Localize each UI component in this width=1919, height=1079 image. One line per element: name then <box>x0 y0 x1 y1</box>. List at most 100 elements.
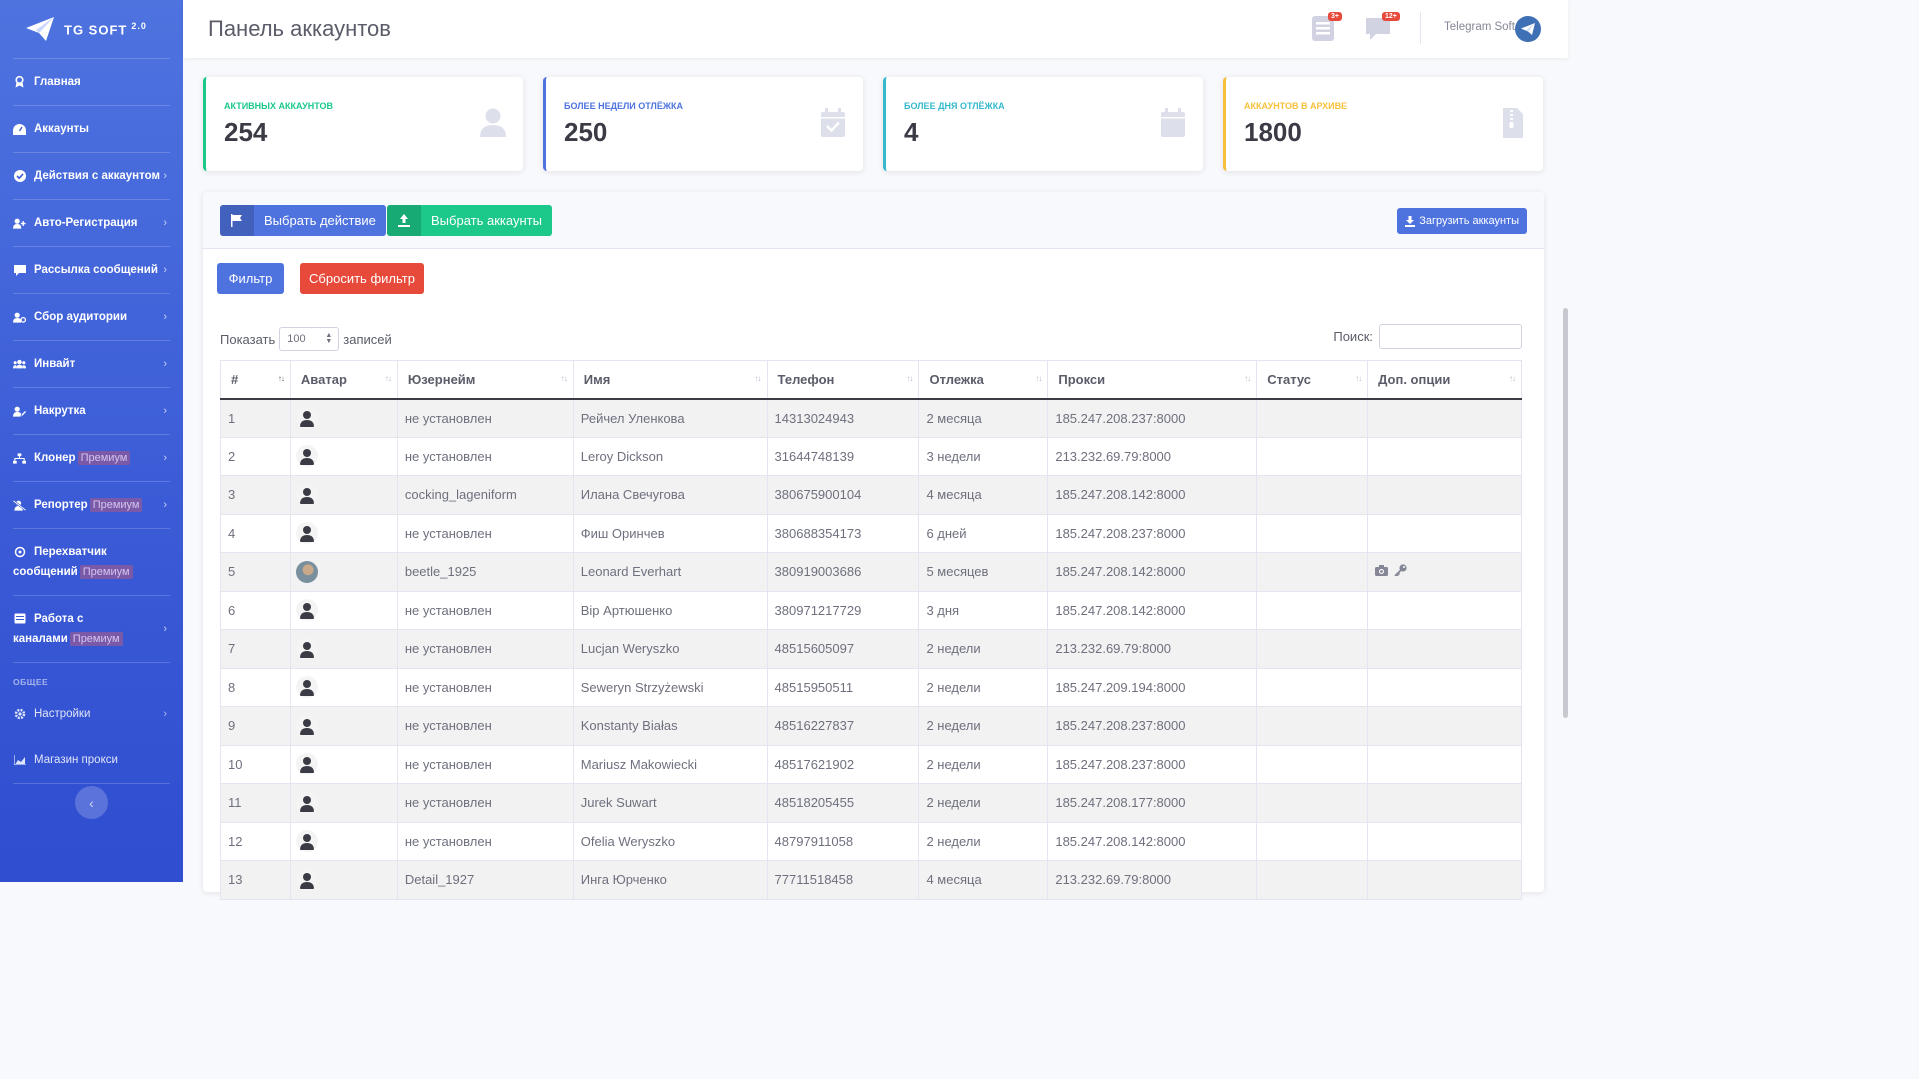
sidebar-item-boost[interactable]: Накрутка › <box>0 388 183 434</box>
sidebar-item-settings[interactable]: Настройки › <box>0 691 183 737</box>
upload-accounts-button[interactable]: Загрузить аккаунты <box>1397 208 1527 234</box>
cell-name: Ofelia Weryszko <box>572 821 768 861</box>
column-header-label: Доп. опции <box>1378 371 1451 387</box>
sidebar-item-interceptor[interactable]: Перехватчик сообщений Премиум <box>0 529 183 595</box>
table-header-row: # ↑↓ Аватар ↑↓ Юзернейм ↑↓ Имя ↑↓ Телефон ↑↓ Отлеж… <box>220 360 1522 400</box>
cell-proxy: 185.247.208.142:8000 <box>1047 821 1258 861</box>
chart-area-icon <box>13 754 26 767</box>
camera-icon[interactable] <box>1375 564 1389 579</box>
cell-name: Leonard Everhart <box>572 552 768 592</box>
sidebar-divider <box>13 528 170 529</box>
brand[interactable]: TG SOFT 2.0 <box>0 0 183 58</box>
sidebar-toggle-button[interactable]: ‹ <box>75 786 108 819</box>
cell-index: 12 <box>220 821 291 861</box>
default-avatar-icon <box>295 868 318 891</box>
table-row[interactable]: 3 cocking_lageniform Илана Свечугова 380675… <box>220 475 1522 515</box>
list-icon <box>1312 16 1334 41</box>
table-row[interactable]: 6 не установлен Віp Артюшенко 380971217729 3… <box>220 590 1522 630</box>
column-header-proxy[interactable]: Прокси ↑↓ <box>1047 360 1258 400</box>
sidebar-divider <box>13 662 170 663</box>
cell-aging: 3 недели <box>918 436 1049 476</box>
cell-avatar <box>289 860 398 900</box>
cell-name: Фиш Оринчев <box>572 513 768 553</box>
column-header-options[interactable]: Доп. опции ↑↓ <box>1367 360 1522 400</box>
search-input[interactable] <box>1379 324 1522 349</box>
sidebar-item-account-actions[interactable]: Действия с аккаунтом › <box>0 153 183 199</box>
choose-action-button[interactable]: Выбрать действие <box>220 205 386 236</box>
table-row[interactable]: 7 не установлен Lucjan Weryszko 48515605097… <box>220 629 1522 669</box>
table-row[interactable]: 4 не установлен Фиш Оринчев 380688354173 6 д… <box>220 513 1522 553</box>
table-row[interactable]: 1 не установлен Рейчел Уленкова 14313024943… <box>220 398 1522 438</box>
cell-status <box>1256 513 1369 553</box>
choose-accounts-button[interactable]: Выбрать аккаунты <box>387 205 552 236</box>
cell-username: не установлен <box>396 590 574 630</box>
sidebar-item-home[interactable]: Главная <box>0 59 183 105</box>
table-row[interactable]: 10 не установлен Mariusz Makowiecki 4851762… <box>220 744 1522 784</box>
column-header-status[interactable]: Статус ↑↓ <box>1256 360 1369 400</box>
column-header-index[interactable]: # ↑↓ <box>220 360 291 400</box>
alerts-button[interactable]: 3+ <box>1311 12 1342 41</box>
sidebar-item-audience[interactable]: Сбор аудитории › <box>0 294 183 340</box>
avatar[interactable] <box>1515 16 1541 42</box>
sidebar-item-invite[interactable]: Инвайт › <box>0 341 183 387</box>
user-name[interactable]: Telegram Soft <box>1444 21 1515 33</box>
table-row[interactable]: 12 не установлен Ofelia Weryszko 4879791105… <box>220 821 1522 861</box>
premium-badge: Премиум <box>79 565 133 579</box>
page-size-select[interactable]: 100 ▲ ▼ <box>279 327 340 351</box>
sort-icon: ↑↓ <box>1035 374 1042 383</box>
key-icon[interactable] <box>1394 564 1407 579</box>
table-row[interactable]: 13 Detail_1927 Инга Юрченко 77711518458 4 ме… <box>220 860 1522 900</box>
table-row[interactable]: 2 не установлен Leroy Dickson 31644748139 3 … <box>220 436 1522 476</box>
cell-status <box>1256 590 1369 630</box>
sidebar-item-label: каналами <box>13 633 68 645</box>
page-size-control: Показать 100 ▲ ▼ записей <box>220 327 392 351</box>
user-slash-icon <box>13 499 26 512</box>
cell-aging: 4 месяца <box>918 475 1049 515</box>
column-header-username[interactable]: Юзернейм ↑↓ <box>396 360 574 400</box>
sidebar-divider <box>13 105 170 106</box>
chevron-right-icon: › <box>163 170 167 182</box>
table-row[interactable]: 9 не установлен Konstanty Białas 4851622783… <box>220 706 1522 746</box>
sidebar-item-cloner[interactable]: Клонер Премиум › <box>0 435 183 481</box>
reset-filter-button[interactable]: Сбросить фильтр <box>300 263 424 294</box>
alerts-badge: 3+ <box>1328 12 1342 21</box>
sort-icon: ↑↓ <box>1509 374 1516 383</box>
sidebar-item-channels[interactable]: Работа с каналами Премиум › <box>0 596 183 662</box>
table-row[interactable]: 8 не установлен Seweryn Strzyżewski 4851595… <box>220 667 1522 707</box>
list-alt-icon <box>13 612 26 625</box>
cell-aging: 2 недели <box>918 783 1049 823</box>
cell-options <box>1367 475 1522 515</box>
cell-options <box>1367 783 1522 823</box>
sidebar-item-accounts[interactable]: Аккаунты <box>0 106 183 152</box>
cell-username: не установлен <box>396 398 574 438</box>
sidebar-divider <box>13 246 170 247</box>
page-size-value: 100 <box>287 333 306 345</box>
panel-header: Выбрать действие Выбрать аккаунты Загруз… <box>203 192 1544 249</box>
sidebar-item-mailing[interactable]: Рассылка сообщений › <box>0 247 183 293</box>
cell-phone: 48515950511 <box>766 667 920 707</box>
cell-phone: 48517621902 <box>766 744 920 784</box>
filter-button[interactable]: Фильтр <box>217 263 284 294</box>
cell-index: 6 <box>220 590 291 630</box>
table-row[interactable]: 11 не установлен Jurek Suwart 48518205455 2 … <box>220 783 1522 823</box>
sidebar-divider <box>13 783 170 784</box>
cell-status <box>1256 552 1369 592</box>
sidebar-item-auto-registration[interactable]: Авто-Регистрация › <box>0 200 183 246</box>
cell-name: Jurek Suwart <box>572 783 768 823</box>
column-header-phone[interactable]: Телефон ↑↓ <box>766 360 920 400</box>
cell-username: не установлен <box>396 744 574 784</box>
sidebar-item-label: Репортер <box>34 499 88 511</box>
table-row[interactable]: 5 beetle_1925 Leonard Everhart 380919003686… <box>220 552 1522 592</box>
column-header-avatar[interactable]: Аватар ↑↓ <box>289 360 398 400</box>
column-header-name[interactable]: Имя ↑↓ <box>572 360 768 400</box>
sidebar-item-label: Клонер <box>34 452 76 464</box>
sidebar-item-reporter[interactable]: Репортер Премиум › <box>0 482 183 528</box>
cell-phone: 48515605097 <box>766 629 920 669</box>
column-header-aging[interactable]: Отлежка ↑↓ <box>918 360 1049 400</box>
cell-avatar <box>289 436 398 476</box>
file-archive-icon <box>1503 108 1523 138</box>
sidebar-item-proxy-shop[interactable]: Магазин прокси <box>0 737 183 783</box>
page-scrollbar[interactable] <box>1563 308 1568 718</box>
search-control: Поиск: <box>1333 324 1522 349</box>
messages-button[interactable]: 12+ <box>1364 12 1400 40</box>
